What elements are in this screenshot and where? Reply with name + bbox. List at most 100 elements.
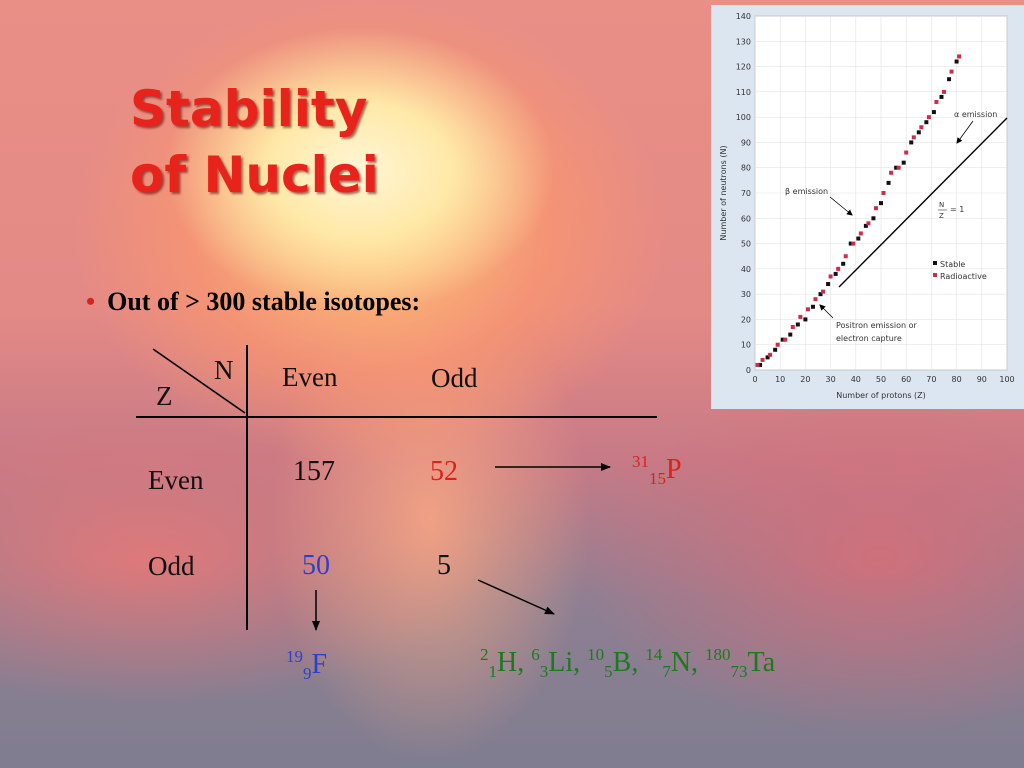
data-point-radioactive	[783, 337, 788, 342]
ratio-value: = 1	[950, 205, 964, 214]
bullet-text: Out of > 300 stable isotopes:	[107, 287, 421, 316]
data-point-stable	[788, 332, 793, 337]
annotation-positron-line2: electron capture	[836, 334, 902, 343]
z-label: Z	[939, 212, 944, 220]
isotope-fluorine-19: 199F	[286, 647, 328, 683]
n-equals-z-line	[838, 117, 1008, 288]
bullet-item: • Out of > 300 stable isotopes:	[86, 287, 420, 317]
table-row-even-header: Even	[148, 465, 204, 495]
odd-odd-isotope-list: 21H, 63Li, 105B, 147N, 18073Ta	[480, 645, 775, 682]
table-corner-z-label: Z	[156, 381, 173, 411]
data-point-radioactive	[904, 150, 909, 155]
y-axis-label: Number of neutrons (N)	[719, 145, 728, 240]
data-point-radioactive	[813, 297, 818, 302]
data-point-radioactive	[760, 357, 765, 362]
isotope-hydrogen-2: 21H,	[480, 645, 525, 681]
bullet-dot-icon: •	[86, 287, 96, 316]
x-tick-label: 80	[952, 375, 962, 384]
annotation-alpha: α emission	[954, 110, 997, 144]
data-point-radioactive	[836, 266, 841, 271]
data-point-stable	[818, 292, 823, 297]
data-point-radioactive	[805, 307, 810, 312]
x-axis-label: Number of protons (Z)	[836, 391, 926, 400]
isotope-lithium-6: 63Li,	[531, 645, 581, 681]
data-point-stable	[826, 282, 831, 287]
data-point-radioactive	[790, 325, 795, 330]
annotation-n-over-z: N Z = 1	[938, 201, 964, 220]
data-point-stable	[924, 120, 929, 125]
isotope-boron-10: 105B,	[587, 645, 639, 681]
table-col-odd-header: Odd	[431, 363, 478, 393]
y-tick-label: 90	[741, 138, 751, 147]
data-point-radioactive	[768, 352, 773, 357]
data-point-stable	[795, 322, 800, 327]
data-point-radioactive	[821, 289, 826, 294]
data-point-stable	[848, 241, 853, 246]
count-odd-odd: 5	[437, 550, 451, 581]
data-point-stable	[901, 160, 906, 165]
data-point-stable	[909, 140, 914, 145]
isotope-nitrogen-14: 147N,	[645, 645, 699, 681]
legend-radioactive-label: Radioactive	[940, 272, 987, 281]
data-point-radioactive	[911, 135, 916, 140]
data-point-stable	[871, 216, 876, 221]
x-tick-label: 10	[775, 375, 785, 384]
data-point-stable	[773, 347, 778, 352]
legend-stable-label: Stable	[940, 260, 965, 269]
x-tick-label: 70	[926, 375, 936, 384]
data-point-radioactive	[843, 254, 848, 259]
data-point-stable	[886, 180, 891, 185]
data-point-radioactive	[957, 54, 962, 59]
data-point-radioactive	[798, 314, 803, 319]
data-point-stable	[780, 337, 785, 342]
isotope-phosphorus-31: 3115P	[632, 452, 682, 488]
data-point-radioactive	[926, 115, 931, 120]
data-point-radioactive	[866, 221, 871, 226]
y-tick-label: 40	[741, 265, 751, 274]
y-tick-label: 140	[736, 12, 751, 21]
annotation-alpha-text: α emission	[954, 110, 997, 119]
legend-swatch-radioactive	[933, 273, 937, 277]
data-point-radioactive	[896, 165, 901, 170]
x-tick-label: 0	[752, 375, 757, 384]
data-point-stable	[833, 271, 838, 276]
data-point-stable	[947, 77, 952, 82]
n-label: N	[939, 201, 944, 209]
data-point-radioactive	[881, 191, 886, 195]
nuclear-stability-chart: 0 10 20 30 40 50 60 70 80 90 100 0 10 20 30 40 50 60 70 80 9…	[719, 12, 1015, 400]
data-point-radioactive	[942, 89, 946, 94]
data-point-stable	[803, 317, 808, 322]
y-tick-label: 30	[741, 290, 751, 299]
data-point-stable	[810, 304, 815, 309]
isotope-tantalum-180: 18073Ta	[705, 645, 776, 681]
data-point-radioactive	[949, 69, 954, 74]
data-point-stable	[841, 261, 846, 266]
data-point-stable	[954, 59, 959, 64]
y-tick-label: 70	[741, 189, 751, 198]
data-point-radioactive	[851, 241, 856, 246]
x-tick-label: 90	[977, 375, 987, 384]
nuclear-stability-chart-panel: 0 10 20 30 40 50 60 70 80 90 100 0 10 20 30 40 50 60 70 80 9…	[711, 5, 1024, 409]
annotation-beta-text: β emission	[785, 187, 828, 196]
x-tick-label: 50	[876, 375, 886, 384]
data-point-radioactive	[775, 342, 780, 347]
table-col-even-header: Even	[282, 362, 338, 392]
arrow-to-odd-odd-list	[477, 579, 555, 615]
data-point-radioactive	[828, 274, 833, 279]
data-point-stable	[916, 130, 921, 135]
table-corner-n-label: N	[214, 355, 234, 385]
y-tick-label: 60	[741, 214, 751, 223]
annotation-positron: Positron emission or electron capture	[819, 304, 917, 343]
y-tick-label: 100	[736, 113, 751, 122]
table-corner-diagonal	[152, 348, 246, 414]
table-row-odd-header: Odd	[148, 551, 195, 581]
data-point-stable	[931, 110, 936, 115]
data-point-radioactive	[858, 231, 863, 236]
count-even-odd: 52	[430, 456, 458, 487]
x-tick-label: 100	[999, 375, 1014, 384]
data-point-radioactive	[934, 99, 939, 104]
data-point-radioactive	[873, 206, 878, 211]
slide-title: Stability of Nuclei	[130, 80, 379, 204]
